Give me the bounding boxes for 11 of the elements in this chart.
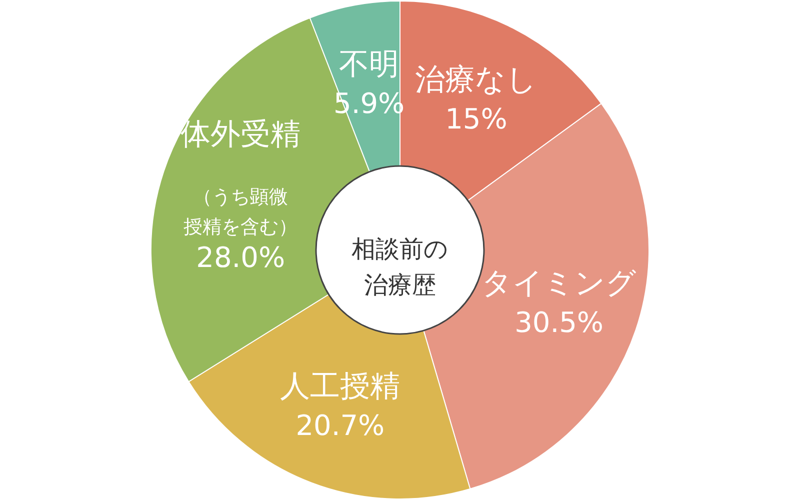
slice-label: 治療なし	[415, 62, 538, 98]
data-label: 30.5%	[514, 306, 604, 340]
text: （うち顕微授精を含む）	[184, 186, 298, 238]
data-label: 28.0%	[196, 240, 286, 274]
slice-label: 不明	[339, 46, 400, 82]
slice-label: タイミング	[482, 266, 637, 302]
data-label: 20.7%	[296, 408, 385, 442]
text: 相談前の治療歴	[352, 235, 448, 299]
slice-label: 体外受精	[180, 116, 301, 152]
data-label: 15%	[445, 102, 508, 136]
slice-label: 人工授精	[280, 368, 400, 404]
